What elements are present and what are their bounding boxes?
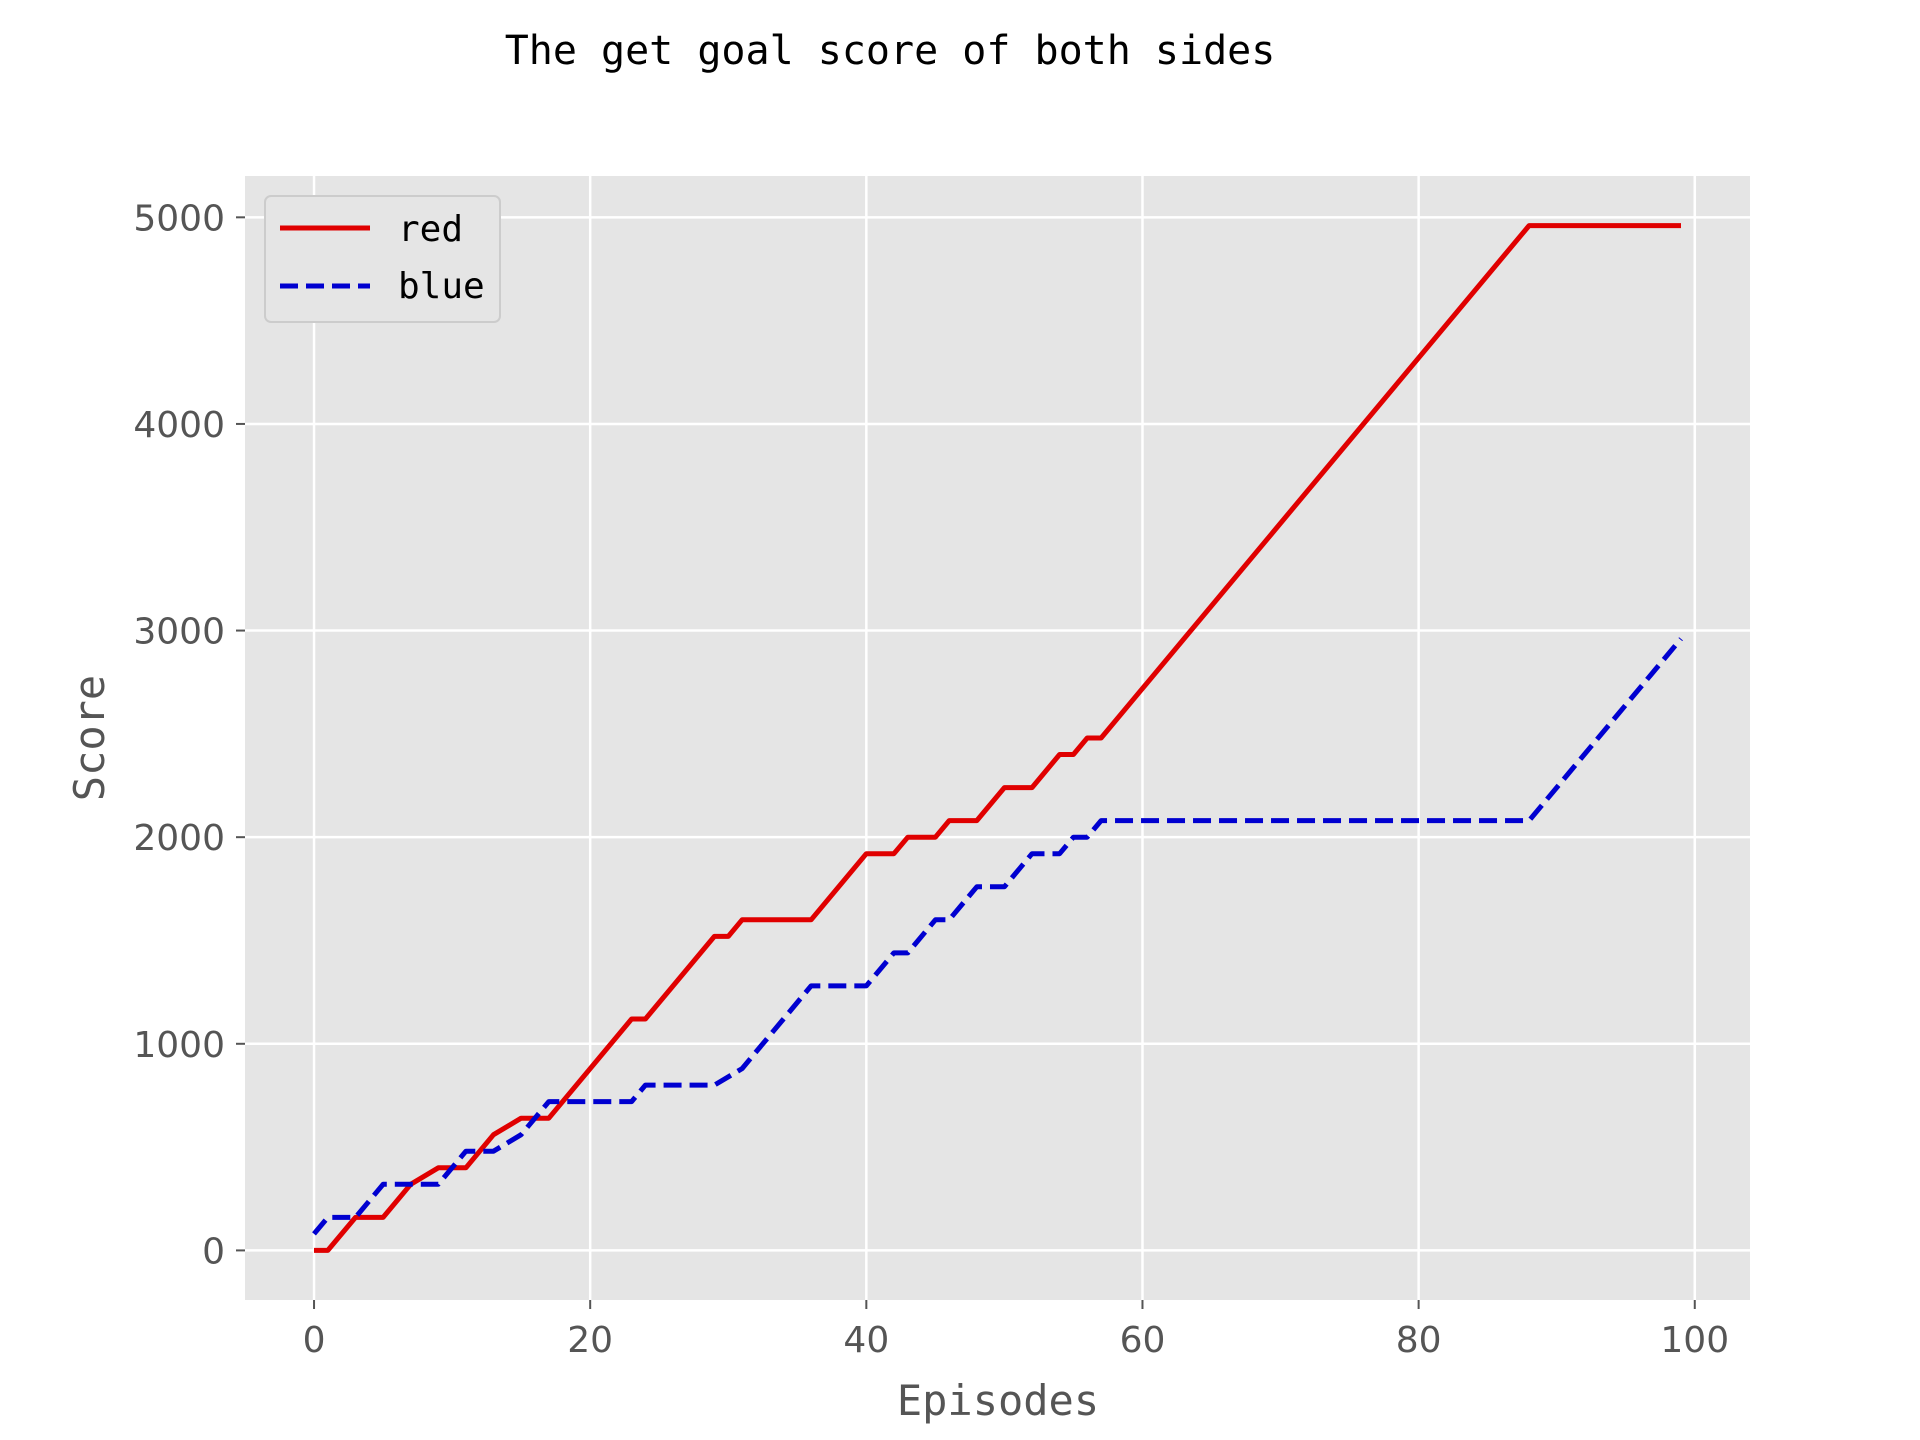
x-tick-label: 0 bbox=[303, 1320, 326, 1361]
y-tick-label: 1000 bbox=[133, 1025, 225, 1066]
legend: red blue bbox=[264, 195, 501, 323]
chart-title: The get goal score of both sides bbox=[505, 28, 1276, 74]
legend-label-blue: blue bbox=[398, 266, 485, 307]
series-line-red bbox=[314, 223, 1681, 1253]
series bbox=[312, 223, 1683, 1253]
plot-area bbox=[245, 176, 1750, 1300]
x-tick-label: 60 bbox=[1120, 1320, 1166, 1361]
x-axis-label: Episodes bbox=[897, 1376, 1099, 1425]
legend-label-red: red bbox=[398, 209, 463, 250]
y-tick-label: 5000 bbox=[133, 198, 225, 239]
y-tick-label: 0 bbox=[202, 1231, 225, 1272]
series-line-blue bbox=[312, 637, 1683, 1236]
y-axis-label: Score bbox=[65, 675, 114, 801]
y-tick-label: 3000 bbox=[133, 612, 225, 653]
y-tick-label: 2000 bbox=[133, 818, 225, 859]
x-tick-label: 20 bbox=[567, 1320, 613, 1361]
x-tick-label: 100 bbox=[1660, 1320, 1729, 1361]
x-tick-label: 40 bbox=[843, 1320, 889, 1361]
y-tick-label: 4000 bbox=[133, 405, 225, 446]
x-tick-label: 80 bbox=[1396, 1320, 1442, 1361]
